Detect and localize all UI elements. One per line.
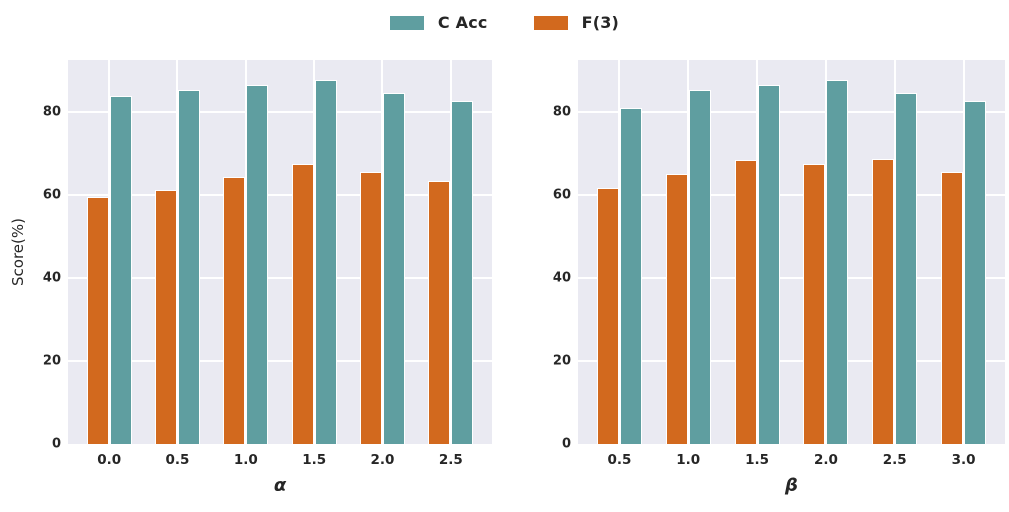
bar-f3-1.0 <box>665 174 688 444</box>
bar-f3-2.5 <box>428 181 451 444</box>
bar-group-2.5: 2.5 <box>860 60 929 468</box>
bar-f3-1.5 <box>734 160 757 444</box>
gridline-x-1.5 <box>313 60 316 444</box>
x-tick-label-2.0: 2.0 <box>370 452 395 468</box>
gridline-x-2.5 <box>893 60 896 444</box>
gridline-x-2.5 <box>449 60 452 444</box>
bar-cacc-1.0 <box>246 84 269 444</box>
x-tick-label-1.0: 1.0 <box>233 452 258 468</box>
bar-group-2.0: 2.0 <box>791 60 860 468</box>
bar-f3-3.0 <box>941 172 964 444</box>
legend-label-cacc: C Acc <box>437 13 488 32</box>
legend-item-cacc: C Acc <box>389 13 488 32</box>
x-tick-label-2.5: 2.5 <box>438 452 463 468</box>
gridline-x-1.5 <box>756 60 759 444</box>
gridline-x-0.5 <box>618 60 621 444</box>
bar-cacc-1.5 <box>757 84 780 444</box>
y-tick-label-60: 60 <box>42 187 61 203</box>
x-tick-label-1.5: 1.5 <box>302 452 327 468</box>
bar-cacc-0.5 <box>177 89 200 444</box>
y-tick-label-40: 40 <box>552 270 571 286</box>
gridline-y-60 <box>578 193 1005 196</box>
gridline-x-2.0 <box>381 60 384 444</box>
bar-group-1.0: 1.0 <box>654 60 723 468</box>
bar-cacc-2.5 <box>451 101 474 444</box>
y-tick-label-40: 40 <box>42 270 61 286</box>
x-tick-label-0.5: 0.5 <box>165 452 190 468</box>
bar-group-1.0: 1.0 <box>212 60 280 468</box>
y-tick-label-80: 80 <box>42 104 61 120</box>
chart-legend: C Acc F(3) <box>0 13 1009 32</box>
bar-group-1.5: 1.5 <box>723 60 792 468</box>
gridline-y-20 <box>578 359 1005 362</box>
bar-f3-1.5 <box>291 164 314 444</box>
bar-groups: 0.5 1.0 1.5 2.0 2.5 3.0 <box>578 60 1005 468</box>
bar-cacc-2.0 <box>826 79 849 444</box>
bar-f3-0.5 <box>154 189 177 444</box>
y-tick-label-60: 60 <box>552 187 571 203</box>
y-tick-label-80: 80 <box>552 104 571 120</box>
x-tick-label-3.0: 3.0 <box>951 452 976 468</box>
y-tick-label-20: 20 <box>552 353 571 369</box>
bar-group-2.5: 2.5 <box>417 60 485 468</box>
gridline-x-0.5 <box>176 60 179 444</box>
legend-label-f3: F(3) <box>581 13 620 32</box>
x-tick-label-0.5: 0.5 <box>607 452 632 468</box>
bar-cacc-1.0 <box>688 90 711 444</box>
gridline-x-3.0 <box>962 60 965 444</box>
bar-group-2.0: 2.0 <box>348 60 416 468</box>
bar-f3-2.0 <box>359 172 382 444</box>
gridline-y-20 <box>68 359 492 362</box>
bar-group-0.5: 0.5 <box>585 60 654 468</box>
y-tick-label-0: 0 <box>561 436 571 452</box>
plot-area-beta: 0 20 40 60 80 0.5 1.0 1.5 2.0 2.5 3.0 <box>553 60 1005 468</box>
bar-cacc-1.5 <box>314 79 337 444</box>
bar-group-0.5: 0.5 <box>143 60 211 468</box>
y-tick-label-0: 0 <box>51 436 61 452</box>
bar-group-1.5: 1.5 <box>280 60 348 468</box>
gridline-x-1.0 <box>687 60 690 444</box>
bar-f3-2.0 <box>803 164 826 444</box>
bar-cacc-3.0 <box>964 100 987 444</box>
gridline-y-40 <box>578 276 1005 279</box>
bar-group-3.0: 3.0 <box>929 60 998 468</box>
x-tick-label-2.0: 2.0 <box>813 452 838 468</box>
x-tick-label-1.5: 1.5 <box>745 452 770 468</box>
subplot-beta: 0 20 40 60 80 0.5 1.0 1.5 2.0 2.5 3.0 β <box>553 60 1005 496</box>
x-tick-label-0.0: 0.0 <box>97 452 122 468</box>
x-axis-label-beta: β <box>785 475 798 496</box>
legend-swatch-f3-icon <box>533 15 568 30</box>
bar-f3-1.0 <box>223 177 246 444</box>
bar-groups: 0.0 0.5 1.0 1.5 2.0 2.5 <box>68 60 492 468</box>
gridline-x-0.0 <box>108 60 111 444</box>
bar-cacc-0.0 <box>109 96 132 444</box>
bar-cacc-2.0 <box>382 93 405 444</box>
legend-swatch-cacc-icon <box>389 15 424 30</box>
gridline-x-2.0 <box>824 60 827 444</box>
subplot-alpha: Score(%) 0 20 40 60 80 0.0 0.5 1.0 1.5 2.0 2.5 α <box>9 60 492 496</box>
x-tick-label-1.0: 1.0 <box>676 452 701 468</box>
bar-f3-0.0 <box>86 197 109 444</box>
gridline-x-1.0 <box>244 60 247 444</box>
bar-f3-0.5 <box>596 188 619 444</box>
y-tick-label-20: 20 <box>42 353 61 369</box>
y-axis-label: Score(%) <box>9 218 27 286</box>
gridline-y-80 <box>578 110 1005 113</box>
gridline-y-60 <box>68 193 492 196</box>
x-tick-label-2.5: 2.5 <box>882 452 907 468</box>
legend-item-f3: F(3) <box>533 13 620 32</box>
bar-cacc-0.5 <box>619 107 642 444</box>
bar-f3-2.5 <box>872 159 895 444</box>
gridline-y-40 <box>68 276 492 279</box>
x-axis-label-alpha: α <box>273 475 287 496</box>
bar-cacc-2.5 <box>895 93 918 444</box>
plot-area-alpha: 0 20 40 60 80 0.0 0.5 1.0 1.5 2.0 2.5 <box>43 60 492 468</box>
gridline-y-80 <box>68 110 492 113</box>
bar-group-0.0: 0.0 <box>75 60 143 468</box>
